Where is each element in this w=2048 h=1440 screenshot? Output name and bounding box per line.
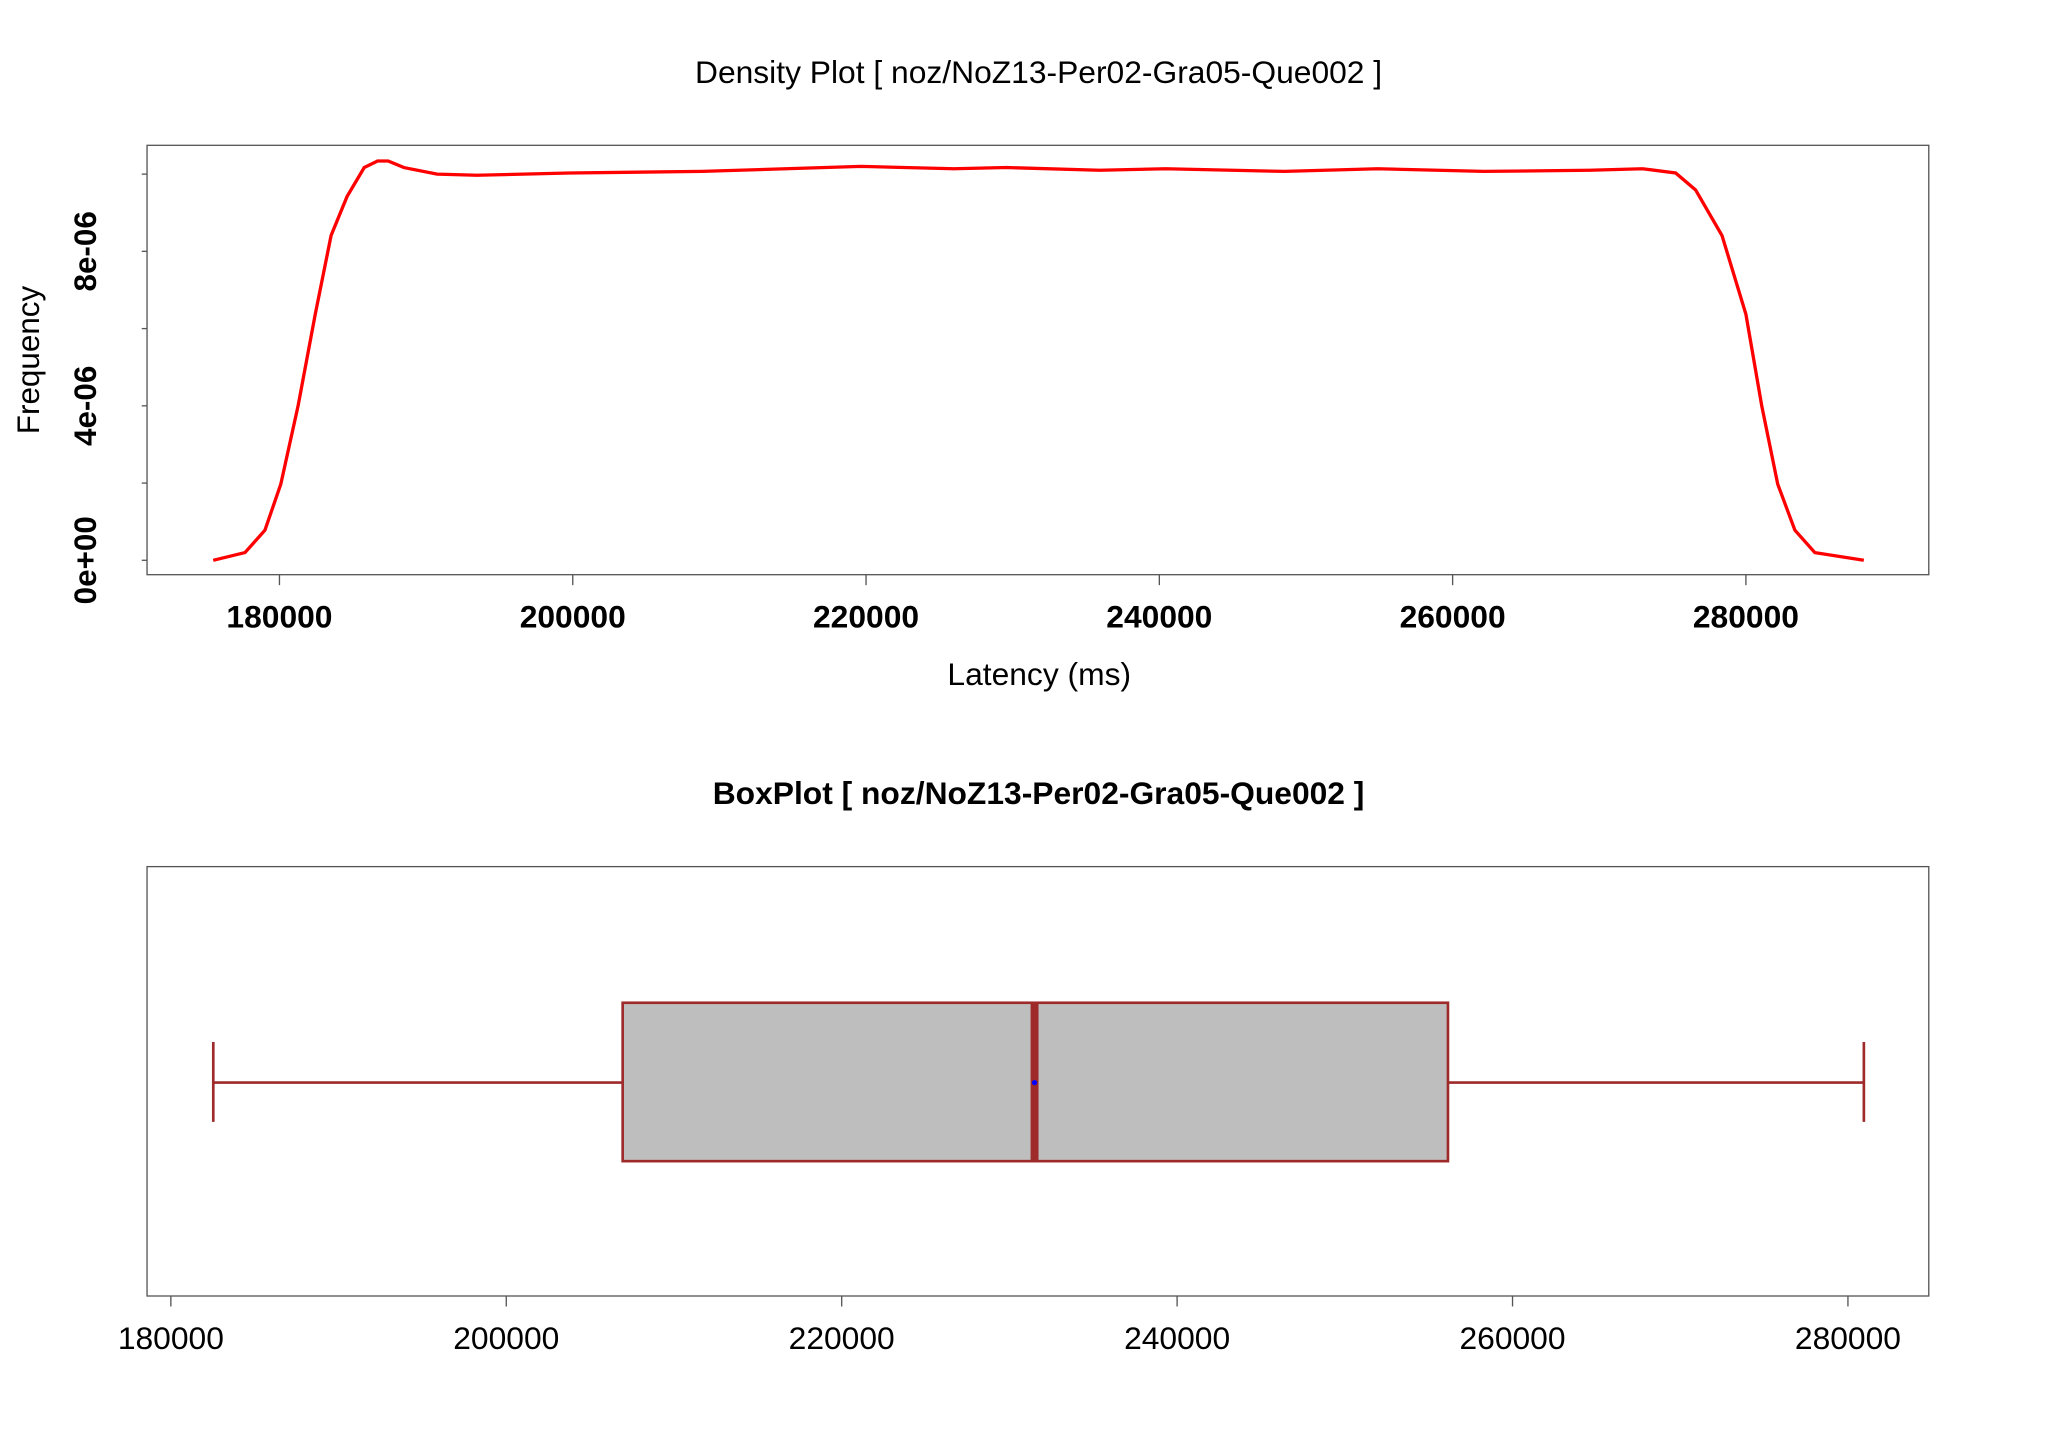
x-tick-label: 220000 <box>813 599 919 635</box>
x-tick-label: 180000 <box>118 1320 224 1356</box>
x-tick-label: 200000 <box>453 1320 559 1356</box>
plot-frame <box>146 144 1930 576</box>
x-axis-label: Latency (ms) <box>947 656 1131 692</box>
x-tick-label: 280000 <box>1693 599 1799 635</box>
x-tick-label: 200000 <box>520 599 626 635</box>
x-tick-label: 180000 <box>226 599 332 635</box>
chart-title: Density Plot [ noz/NoZ13-Per02-Gra05-Que… <box>695 54 1382 90</box>
density-line <box>212 159 1865 562</box>
x-tick-label: 220000 <box>789 1320 895 1356</box>
y-axis-label: Frequency <box>10 286 46 435</box>
y-tick-label: 8e-06 <box>67 211 103 291</box>
x-tick-label: 240000 <box>1124 1320 1230 1356</box>
plot-frame <box>146 865 1930 1297</box>
x-tick-label: 240000 <box>1106 599 1212 635</box>
mean-point <box>1031 1080 1038 1086</box>
chart-title: BoxPlot [ noz/NoZ13-Per02-Gra05-Que002 ] <box>713 775 1365 811</box>
x-tick-label: 280000 <box>1795 1320 1901 1356</box>
y-tick-label: 4e-06 <box>67 366 103 446</box>
x-tick-label: 260000 <box>1459 1320 1565 1356</box>
y-tick-label: 0e+00 <box>67 516 103 604</box>
x-tick-label: 260000 <box>1400 599 1506 635</box>
